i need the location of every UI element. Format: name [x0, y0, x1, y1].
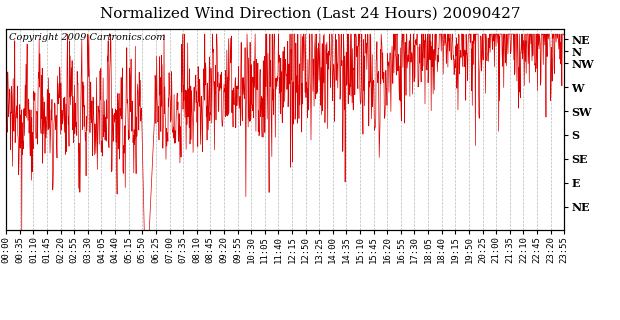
Text: Copyright 2009 Cartronics.com: Copyright 2009 Cartronics.com — [9, 33, 166, 42]
Text: Normalized Wind Direction (Last 24 Hours) 20090427: Normalized Wind Direction (Last 24 Hours… — [100, 6, 520, 20]
